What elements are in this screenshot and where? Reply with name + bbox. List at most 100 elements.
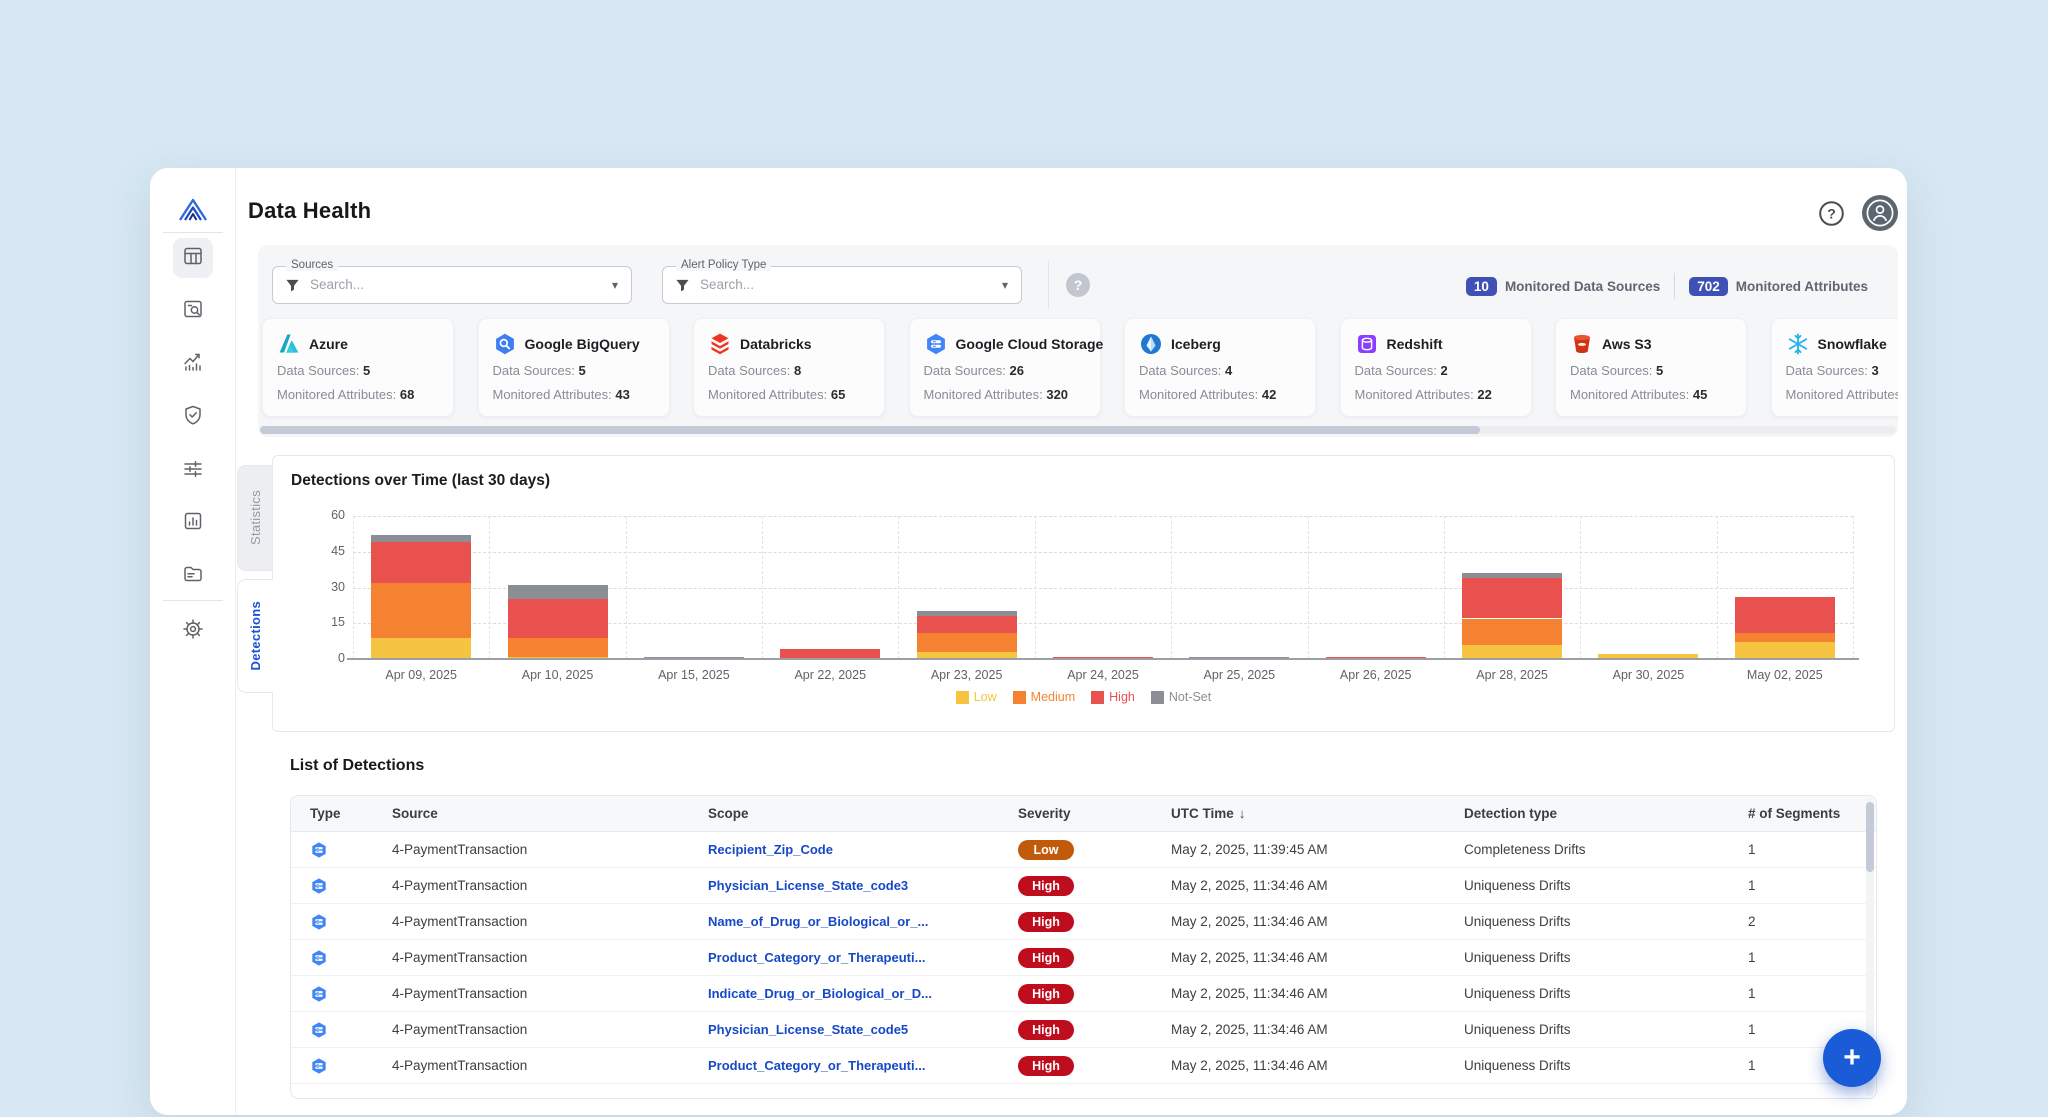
alert-policy-type-filter-select[interactable]: Alert Policy Type Search... ▾ [662, 259, 1022, 304]
scope-link[interactable]: Recipient_Zip_Code [708, 842, 833, 857]
scope-link[interactable]: Product_Category_or_Therapeuti... [708, 1058, 926, 1073]
source-cell: 4-PaymentTransaction [392, 1058, 528, 1073]
source-card-name: Redshift [1386, 336, 1443, 352]
help-icon[interactable]: ? [1818, 200, 1845, 227]
column-header-severity[interactable]: Severity [1018, 806, 1071, 821]
s3-icon [1570, 332, 1594, 356]
sidebar-item-dashboard[interactable] [173, 238, 213, 278]
sort-descending-icon[interactable]: ↓ [1238, 806, 1246, 821]
chart-bar-segment-low [1734, 642, 1835, 659]
alert-policy-type-filter-label: Alert Policy Type [676, 259, 772, 271]
table-row: 4-PaymentTransaction Indicate_Drug_or_Bio… [291, 976, 1876, 1012]
chart-bar-segment-high [780, 649, 881, 659]
scope-link[interactable]: Indicate_Drug_or_Biological_or_D... [708, 986, 932, 1001]
sidebar-item-controls-sliders[interactable] [173, 450, 213, 490]
legend-item-low[interactable]: Low [955, 690, 997, 704]
source-card-aws-s3[interactable]: Aws S3 Data Sources: 5 Monitored Attribute… [1555, 318, 1747, 417]
column-header-scope[interactable]: Scope [708, 806, 749, 821]
source-card-databricks[interactable]: Databricks Data Sources: 8 Monitored Attri… [693, 318, 885, 417]
chart-bar-segment-not-set [1462, 573, 1563, 578]
type-cell [291, 877, 392, 895]
source-card-monitored-attributes: Monitored Attributes: 43 [492, 387, 630, 402]
filters-help-icon[interactable]: ? [1066, 273, 1090, 297]
scope-link[interactable]: Physician_License_State_code3 [708, 878, 909, 893]
scope-link[interactable]: Name_of_Drug_or_Biological_or_... [708, 914, 929, 929]
segments-cell: 2 [1748, 914, 1756, 929]
source-card-google-cloud-storage[interactable]: Google Cloud Storage Data Sources: 26 Moni… [908, 318, 1103, 417]
tab-detections[interactable]: Detections [237, 579, 273, 693]
chart-bar-segment-high [1053, 656, 1153, 659]
filter-funnel-icon [285, 278, 300, 293]
iceberg-icon [1139, 332, 1163, 356]
table-row: 4-PaymentTransaction Product_Category_or_… [291, 940, 1876, 976]
app-window: Data Health ? Sources Search... ▾ Alert … [150, 168, 1907, 1115]
sources-filter-select[interactable]: Sources Search... ▾ [272, 259, 632, 304]
sidebar [150, 168, 236, 1115]
severity-badge: High [1018, 875, 1074, 896]
chart-x-tick-label: Apr 10, 2025 [521, 668, 594, 682]
cards-horizontal-scrollbar-thumb[interactable] [260, 426, 1480, 434]
table-header-row: Type Source Scope Severity UTC Time ↓ Detectio… [291, 796, 1876, 832]
legend-label: High [1109, 690, 1135, 704]
sidebar-item-catalog-folder[interactable] [173, 556, 213, 596]
scope-link[interactable]: Physician_License_State_code5 [708, 1022, 909, 1037]
cards-horizontal-scrollbar [260, 426, 1896, 434]
legend-item-medium[interactable]: Medium [1012, 690, 1076, 704]
monitored-data-sources-count-badge: 10 [1465, 276, 1497, 296]
chart-bar-segment-high [507, 599, 608, 638]
utc-time-cell: May 2, 2025, 11:34:46 AM [1171, 878, 1328, 893]
chart-x-tick-label: Apr 26, 2025 [1339, 668, 1412, 682]
column-header-type[interactable]: Type [310, 806, 341, 821]
performance-trend-icon [182, 351, 204, 378]
chart-gridline [898, 516, 900, 659]
chart-gridline [353, 623, 1853, 625]
detection-type-cell: Uniqueness Drifts [1464, 1022, 1571, 1037]
chart-gridline [353, 516, 1853, 517]
chart-x-tick-label: Apr 23, 2025 [930, 668, 1003, 682]
column-header--of-segments[interactable]: # of Segments [1748, 806, 1841, 821]
source-card-data-sources: Data Sources: 5 [1570, 363, 1664, 378]
severity-badge: High [1018, 1019, 1074, 1040]
source-card-google-bigquery[interactable]: Google BigQuery Data Sources: 5 Monitored … [477, 318, 670, 417]
summary-badges: 10 Monitored Data Sources 702 Monitored … [1465, 272, 1868, 300]
segments-cell: 1 [1748, 1022, 1756, 1037]
alert-policy-search-input[interactable]: Search... [700, 277, 755, 292]
severity-badge: High [1018, 947, 1074, 968]
sidebar-item-settings[interactable] [173, 611, 213, 651]
sources-search-input[interactable]: Search... [310, 277, 365, 292]
legend-label: Medium [1030, 690, 1076, 704]
source-card-snowflake[interactable]: Snowflake Data Sources: 3 Monitored Attrib… [1770, 318, 1898, 417]
severity-cell: High [1018, 947, 1171, 968]
sidebar-item-reports-bar-chart[interactable] [173, 503, 213, 543]
source-card-name: Azure [309, 336, 348, 352]
source-card-name: Google BigQuery [524, 336, 640, 352]
sidebar-item-reliability-shield[interactable] [173, 397, 213, 437]
gcs-icon [310, 985, 328, 1003]
chart-bar-segment-not-set [643, 656, 744, 659]
table-vertical-scrollbar-thumb[interactable] [1866, 802, 1874, 872]
chart-bar-segment-low [1598, 654, 1699, 659]
user-avatar-icon[interactable] [1862, 195, 1898, 231]
source-card-redshift[interactable]: Redshift Data Sources: 2 Monitored Attribu… [1339, 318, 1532, 417]
column-header-detection-type[interactable]: Detection type [1464, 806, 1558, 821]
column-header-source[interactable]: Source [392, 806, 438, 821]
tab-statistics[interactable]: Statistics [237, 465, 273, 571]
chart-bar-segment-not-set [371, 535, 472, 543]
column-header-utc-time[interactable]: UTC Time ↓ [1171, 806, 1246, 821]
source-card-azure[interactable]: Azure Data Sources: 5 Monitored Attributes… [262, 318, 454, 417]
legend-item-high[interactable]: High [1091, 690, 1135, 704]
monitored-attributes-label: Monitored Attributes [1735, 278, 1868, 294]
source-card-iceberg[interactable]: Iceberg Data Sources: 4 Monitored Attribut… [1124, 318, 1316, 417]
add-button[interactable]: + [1823, 1029, 1881, 1087]
scope-link[interactable]: Product_Category_or_Therapeuti... [708, 950, 926, 965]
sidebar-item-performance-trend[interactable] [173, 344, 213, 384]
legend-item-not-set[interactable]: Not-Set [1150, 690, 1211, 704]
chart-gridline [353, 587, 1853, 589]
legend-swatch [1091, 690, 1105, 704]
sidebar-item-discover-search[interactable] [173, 291, 213, 331]
chart-gridline [1716, 516, 1718, 659]
chart-bar-segment-low [1462, 644, 1563, 659]
utc-time-cell: May 2, 2025, 11:34:46 AM [1171, 1022, 1328, 1037]
chevron-down-icon[interactable]: ▾ [611, 278, 618, 292]
chevron-down-icon[interactable]: ▾ [1001, 278, 1008, 292]
